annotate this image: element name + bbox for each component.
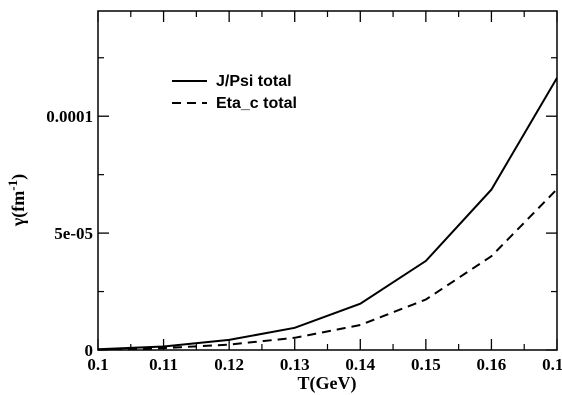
- ticks-layer: 0.1 0.11 0.12 0.13 0.14 0.15 0.16 0.17 0 5e-05 0.0…: [46, 11, 562, 374]
- y-tick-label: 0.0001: [46, 107, 93, 126]
- series-line-1: [97, 188, 558, 351]
- y-axis-label-exponent: -1: [5, 180, 20, 191]
- y-tick-label: 0: [85, 341, 94, 360]
- y-axis-label: γ(fm-1): [5, 174, 29, 227]
- x-tick-label: 0.14: [345, 355, 375, 374]
- y-axis-label-suffix: ): [8, 174, 29, 180]
- x-tick-label: 0.1: [87, 355, 108, 374]
- legend: J/Psi total Eta_c total: [172, 73, 297, 112]
- x-tick-label: 0.15: [411, 355, 441, 374]
- x-tick-label: 0.16: [477, 355, 507, 374]
- x-axis-label: T(GeV): [298, 373, 357, 394]
- series-layer: [97, 77, 558, 351]
- plot-frame: [97, 10, 558, 351]
- x-tick-label: 0.11: [149, 355, 178, 374]
- x-tick-label: 0.13: [280, 355, 310, 374]
- x-tick-label: 0.17: [542, 355, 562, 374]
- series-line-0: [97, 77, 558, 351]
- legend-label-jpsi: J/Psi total: [216, 73, 292, 90]
- legend-label-etac: Eta_c total: [216, 95, 297, 112]
- y-axis-label-prefix: γ(fm: [8, 191, 29, 227]
- y-tick-label: 5e-05: [54, 224, 93, 243]
- x-tick-label: 0.12: [214, 355, 244, 374]
